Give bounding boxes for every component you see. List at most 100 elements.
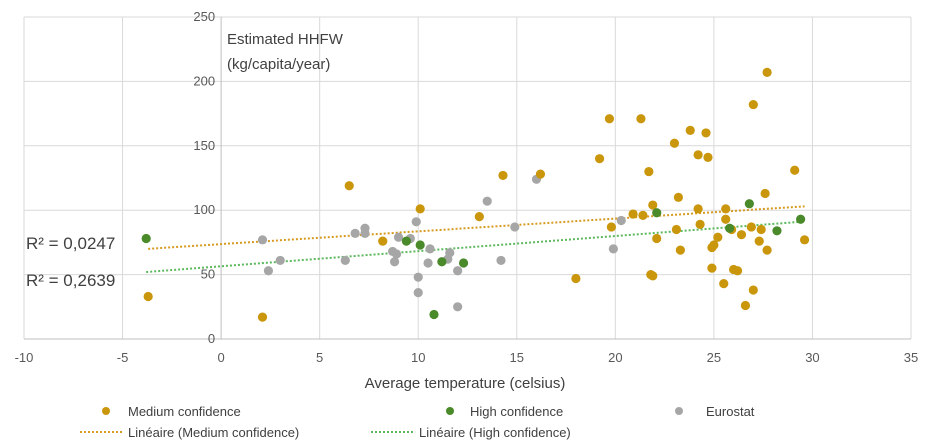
y-tick-label: 100 bbox=[193, 202, 215, 217]
x-tick-label: 10 bbox=[411, 350, 425, 365]
x-axis-title: Average temperature (celsius) bbox=[365, 375, 566, 392]
point-medium bbox=[636, 114, 646, 124]
point-medium bbox=[638, 210, 648, 220]
point-medium bbox=[571, 273, 581, 284]
point-eurostat bbox=[445, 248, 455, 258]
point-medium bbox=[707, 263, 717, 273]
y-tick-label: 200 bbox=[193, 73, 215, 88]
point-medium bbox=[474, 212, 484, 222]
y-tick-label: 150 bbox=[193, 138, 215, 153]
point-medium bbox=[673, 192, 684, 202]
point-medium bbox=[790, 165, 800, 175]
x-tick-label: 15 bbox=[510, 350, 524, 365]
grid-lines bbox=[23, 16, 912, 340]
point-medium bbox=[736, 230, 747, 240]
point-medium bbox=[535, 169, 546, 179]
point-eurostat bbox=[393, 232, 404, 242]
tick-labels: -10 -5 0 5 10 15 20 25 30 35 0 50 100 150 200 250 bbox=[15, 9, 919, 365]
annotation-line-2: (kg/capita/year) bbox=[227, 56, 330, 73]
point-eurostat bbox=[340, 255, 350, 266]
point-medium bbox=[756, 224, 766, 235]
point-eurostat bbox=[413, 288, 423, 298]
point-eurostat bbox=[423, 258, 433, 268]
point-eurostat bbox=[389, 257, 400, 267]
point-eurostat bbox=[453, 302, 463, 312]
point-medium bbox=[709, 240, 719, 250]
point-eurostat bbox=[425, 244, 435, 254]
point-medium bbox=[685, 125, 695, 135]
legend-marker-medium bbox=[102, 407, 110, 415]
point-medium bbox=[693, 204, 703, 214]
legend-label-eurostat: Eurostat bbox=[706, 404, 755, 419]
point-high bbox=[458, 258, 469, 268]
point-eurostat bbox=[608, 244, 618, 254]
point-medium bbox=[378, 236, 388, 246]
point-medium bbox=[799, 235, 810, 245]
x-tick-label: 25 bbox=[707, 350, 721, 365]
x-tick-label: -10 bbox=[15, 350, 34, 365]
point-eurostat bbox=[510, 222, 520, 232]
y-tick-label: 250 bbox=[193, 9, 215, 24]
point-medium bbox=[648, 200, 658, 210]
point-medium bbox=[671, 224, 682, 235]
point-medium bbox=[754, 236, 764, 246]
point-eurostat bbox=[391, 249, 402, 259]
legend-label-trend-medium: Linéaire (Medium confidence) bbox=[128, 425, 299, 440]
point-high bbox=[652, 208, 662, 218]
trendline-high bbox=[146, 220, 801, 274]
y-tick-label: 0 bbox=[208, 331, 215, 346]
point-medium bbox=[344, 181, 354, 191]
r2-label-high: R² = 0,2639 bbox=[26, 271, 115, 290]
point-medium bbox=[669, 138, 680, 148]
point-medium bbox=[713, 232, 723, 242]
point-high bbox=[415, 240, 425, 250]
point-medium bbox=[695, 219, 705, 229]
trendlines bbox=[146, 205, 805, 274]
point-medium bbox=[648, 271, 658, 281]
point-medium bbox=[740, 300, 751, 311]
point-eurostat bbox=[453, 266, 463, 276]
point-medium bbox=[257, 312, 268, 322]
annotation-line-1: Estimated HHFW bbox=[227, 31, 344, 48]
point-medium bbox=[762, 67, 772, 77]
x-tick-label: -5 bbox=[117, 350, 129, 365]
legend-label-high: High confidence bbox=[470, 404, 563, 419]
legend-marker-eurostat bbox=[675, 407, 683, 415]
point-eurostat bbox=[257, 235, 268, 245]
point-medium bbox=[652, 233, 662, 244]
point-medium bbox=[606, 222, 616, 232]
x-tick-label: 0 bbox=[217, 350, 224, 365]
y-tick-label: 50 bbox=[201, 267, 215, 282]
point-high bbox=[401, 236, 411, 246]
point-eurostat bbox=[482, 196, 492, 206]
point-high bbox=[725, 223, 735, 233]
r2-label-medium: R² = 0,0247 bbox=[26, 234, 115, 253]
data-points bbox=[141, 67, 810, 322]
legend-marker-high bbox=[446, 407, 454, 415]
point-high bbox=[437, 257, 447, 267]
point-high bbox=[796, 214, 806, 224]
legend-label-medium: Medium confidence bbox=[128, 404, 241, 419]
x-tick-label: 35 bbox=[904, 350, 918, 365]
point-eurostat bbox=[350, 228, 360, 238]
point-medium bbox=[415, 204, 425, 214]
x-tick-label: 30 bbox=[805, 350, 819, 365]
point-high bbox=[429, 309, 439, 320]
point-medium bbox=[732, 266, 743, 276]
x-tick-label: 20 bbox=[608, 350, 622, 365]
point-eurostat bbox=[411, 217, 421, 227]
point-eurostat bbox=[275, 255, 285, 266]
point-eurostat bbox=[496, 255, 506, 266]
point-medium bbox=[748, 285, 758, 295]
point-medium bbox=[644, 166, 654, 177]
point-medium bbox=[746, 222, 756, 232]
point-medium bbox=[762, 245, 772, 255]
point-eurostat bbox=[263, 266, 274, 276]
point-medium bbox=[594, 154, 605, 164]
point-high bbox=[772, 226, 782, 236]
legend-label-trend-high: Linéaire (High confidence) bbox=[419, 425, 571, 440]
point-high bbox=[141, 233, 151, 244]
point-eurostat bbox=[360, 228, 370, 238]
legend: Medium confidence High confidence Eurost… bbox=[80, 404, 755, 440]
